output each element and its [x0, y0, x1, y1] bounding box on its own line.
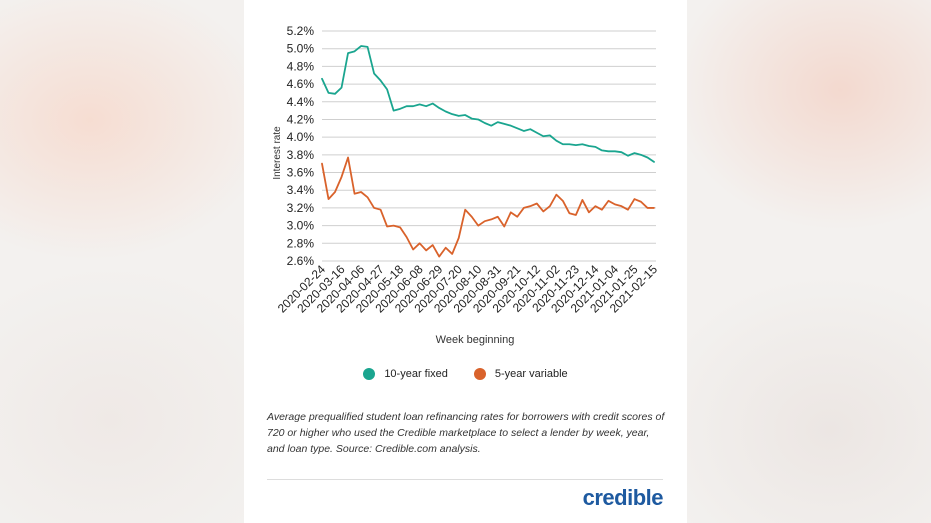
y-tick-label: 3.6% [287, 166, 315, 180]
y-tick-label: 3.4% [287, 183, 315, 197]
y-tick-label: 3.8% [287, 148, 315, 162]
y-tick-label: 4.6% [287, 77, 315, 91]
chart-caption: Average prequalified student loan refina… [267, 411, 665, 455]
y-tick-label: 3.2% [287, 201, 315, 215]
y-tick-label: 5.0% [287, 42, 315, 56]
chart-grid [322, 30, 656, 262]
divider [267, 479, 663, 480]
x-axis-label: Week beginning [436, 334, 515, 346]
chart-series [321, 45, 655, 258]
chart-card: 5.2% 5.0% 4.8% 4.6% 4.4% 4.2% 4.0% 3.8% 3.6% 3.4%… [244, 0, 687, 523]
legend-item-fixed: 10-year fixed [363, 368, 448, 380]
series-line-10-year-fixed [321, 45, 655, 163]
x-axis-ticks: 2020-02-242020-03-162020-04-062020-04-27… [275, 262, 661, 316]
credible-logo[interactable]: credible [582, 485, 664, 510]
legend-marker-variable [473, 368, 486, 380]
series-line-5-year-variable [321, 156, 655, 258]
y-tick-label: 4.4% [287, 95, 315, 109]
y-tick-label: 5.2% [287, 24, 315, 38]
line-chart: 5.2% 5.0% 4.8% 4.6% 4.4% 4.2% 4.0% 3.8% 3.6% 3.4%… [272, 24, 661, 346]
y-axis-ticks: 5.2% 5.0% 4.8% 4.6% 4.4% 4.2% 4.0% 3.8% 3.6% 3.4%… [287, 24, 315, 268]
legend-item-variable: 5-year variable [473, 368, 568, 380]
y-tick-label: 4.0% [287, 130, 315, 144]
chart-legend: 10-year fixed 5-year variable [244, 368, 687, 380]
y-tick-label: 4.2% [287, 112, 315, 126]
y-tick-label: 3.0% [287, 219, 315, 233]
legend-label-fixed: 10-year fixed [384, 368, 448, 380]
legend-marker-fixed [363, 368, 376, 380]
y-tick-label: 4.8% [287, 59, 315, 73]
y-tick-label: 2.6% [287, 254, 315, 268]
y-axis-label: Interest rate [272, 126, 283, 180]
legend-label-variable: 5-year variable [494, 368, 568, 380]
y-tick-label: 2.8% [287, 236, 315, 250]
